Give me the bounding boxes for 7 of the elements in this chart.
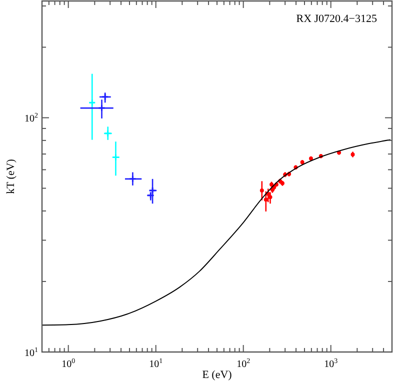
x-tick-label: 10$^{0}$ — [62, 357, 76, 370]
x-tick-label: 10$^{3}$ — [324, 357, 338, 370]
y-axis-title: kT (eV) — [5, 158, 17, 194]
x-tick-label: 10$^{2}$ — [236, 357, 251, 370]
x-tick-label: 10$^{1}$ — [149, 357, 164, 370]
text: RX J0720.4−3125 — [296, 13, 378, 25]
x-axis-title: E (eV) — [202, 369, 232, 381]
